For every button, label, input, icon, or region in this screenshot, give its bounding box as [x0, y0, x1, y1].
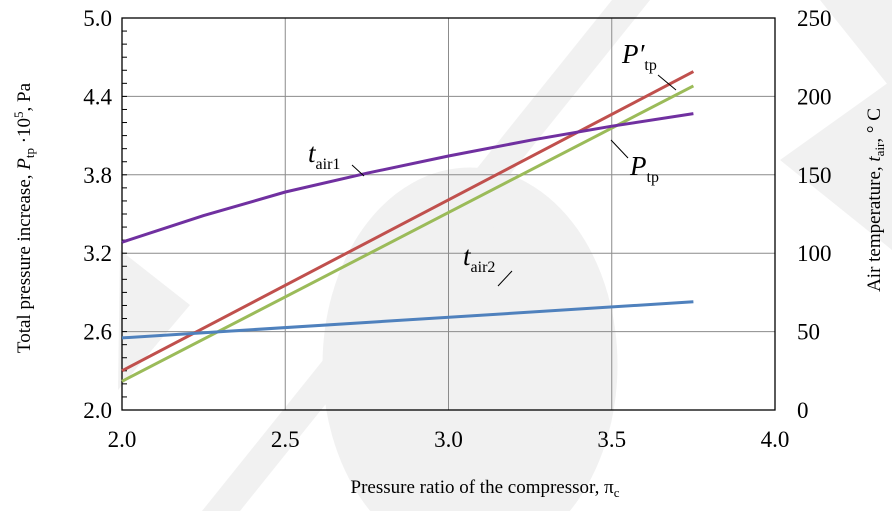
series-label-main: P [629, 151, 647, 181]
x-axis-tick-labels: 2.0 2.5 3.0 3.5 4.0 [108, 427, 790, 452]
right-axis-title: Air temperature, tair, ° C [864, 108, 887, 292]
left-axis-tick-label: 4.4 [83, 84, 112, 109]
series-label-main: t [308, 138, 317, 168]
left-axis-tick-label: 2.0 [83, 398, 112, 423]
left-axis-tick-label: 2.6 [83, 320, 112, 345]
left-axis-title-unit: , Pa [14, 82, 35, 111]
right-axis-title-unit: , ° C [864, 108, 885, 143]
series-label-main: P′ [621, 39, 645, 69]
series-line-tair1 [121, 112, 694, 244]
right-axis-title-sub: air [872, 142, 887, 156]
right-axis-tick-label: 150 [797, 163, 832, 188]
left-axis-tick-label: 5.0 [83, 6, 112, 31]
left-axis-title: Total pressure increase, Ptp ·105, Pa [11, 82, 37, 353]
x-axis-title-sub: c [614, 485, 620, 500]
leader-line-tair1 [351, 164, 365, 177]
right-axis-title-symbol: t [864, 156, 885, 162]
series-label-P′tp: P′tp [621, 39, 657, 74]
x-axis-title-main: Pressure ratio of the compressor, [351, 477, 600, 498]
right-axis-tick-label: 100 [797, 241, 832, 266]
left-axis-title-main: Total pressure increase, [14, 170, 35, 353]
series-label-tair1: tair1 [308, 138, 340, 173]
series-label-sub: tp [647, 169, 659, 186]
series-line-P′tp [121, 70, 695, 373]
watermark [118, 0, 892, 511]
x-tick-label: 2.0 [108, 427, 137, 452]
series-line-tair2 [121, 300, 694, 340]
left-axis-title-exp: 5 [11, 111, 26, 118]
leader-line-tair2 [497, 270, 513, 287]
series-label-tair2: tair2 [463, 241, 495, 276]
series-leader-lines [351, 74, 677, 287]
series-label-sub: tp [644, 57, 656, 74]
x-tick-label: 3.0 [434, 427, 463, 452]
series-label-Ptp: Ptp [629, 151, 659, 186]
leader-line-P′tp [657, 74, 677, 91]
right-axis-title-main: Air temperature, [864, 162, 885, 292]
left-axis-tick-labels: 2.0 2.6 3.2 3.8 4.4 5.0 [83, 6, 112, 423]
x-tick-label: 3.5 [597, 427, 626, 452]
series-label-sub: air2 [471, 259, 496, 276]
left-axis-title-factor: ·10 [14, 118, 35, 148]
x-tick-label: 2.5 [271, 427, 300, 452]
right-axis-tick-label: 200 [797, 84, 832, 109]
series-label-sub: air1 [316, 156, 341, 173]
x-axis-title-symbol: π [604, 477, 614, 498]
left-axis-tick-label: 3.2 [83, 241, 112, 266]
x-axis-title: Pressure ratio of the compressor, πc [351, 477, 620, 500]
right-axis-tick-label: 0 [797, 398, 809, 423]
right-axis-tick-labels: 0 50 100 150 200 250 [797, 6, 832, 423]
left-axis-title-sub: tp [22, 148, 37, 158]
right-axis-tick-label: 50 [797, 320, 820, 345]
right-axis-tick-label: 250 [797, 6, 832, 31]
left-axis-title-symbol: P [14, 158, 35, 171]
left-axis-tick-label: 3.8 [83, 163, 112, 188]
series-label-main: t [463, 241, 472, 271]
leader-line-Ptp [610, 139, 629, 159]
x-tick-label: 4.0 [761, 427, 790, 452]
series-lines [121, 70, 695, 383]
